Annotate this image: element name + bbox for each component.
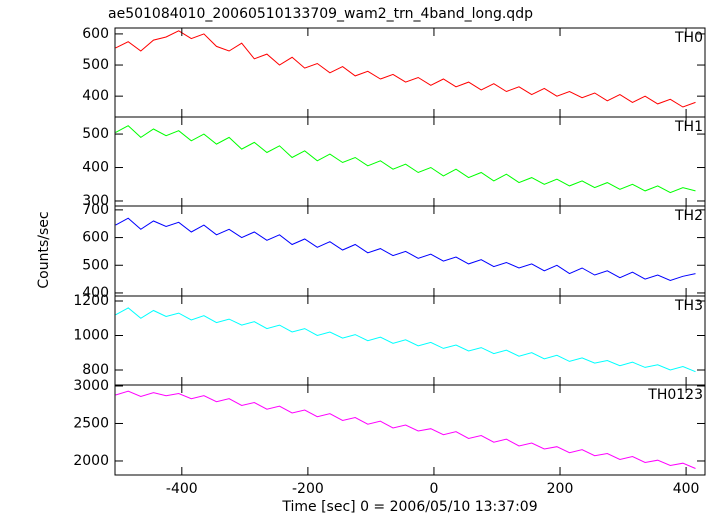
panel-frame bbox=[114, 205, 706, 297]
panel-label: TH1 bbox=[674, 119, 703, 135]
data-line bbox=[115, 30, 696, 108]
y-tick-label: 3000 bbox=[73, 378, 109, 394]
y-tick-label: 700 bbox=[82, 202, 109, 218]
x-tick-label: -400 bbox=[166, 481, 198, 497]
y-tick-label: 600 bbox=[82, 230, 109, 246]
panel-label: TH0123 bbox=[647, 387, 703, 403]
x-axis-label: Time [sec] 0 = 2006/05/10 13:37:09 bbox=[281, 499, 537, 515]
panel-label: TH2 bbox=[674, 208, 703, 224]
panel-frame bbox=[114, 116, 706, 207]
x-tick-label: -200 bbox=[292, 481, 324, 497]
y-tick-label: 400 bbox=[82, 88, 109, 104]
x-tick-label: 0 bbox=[429, 481, 438, 497]
x-tick-label: 200 bbox=[547, 481, 574, 497]
y-tick-label: 400 bbox=[82, 160, 109, 176]
y-tick-label: 500 bbox=[82, 126, 109, 142]
y-tick-label: 400 bbox=[82, 285, 109, 301]
y-tick-label: 2500 bbox=[73, 415, 109, 431]
x-tick-label: 400 bbox=[673, 481, 700, 497]
data-line bbox=[115, 217, 696, 282]
data-line bbox=[115, 390, 696, 469]
data-line bbox=[115, 307, 696, 373]
panel-frame bbox=[114, 27, 706, 118]
chart-title: ae501084010_20060510133709_wam2_trn_4ban… bbox=[108, 6, 533, 22]
y-tick-label: 500 bbox=[82, 257, 109, 273]
y-tick-label: 800 bbox=[82, 362, 109, 378]
y-tick-label: 500 bbox=[82, 57, 109, 73]
data-line bbox=[115, 125, 696, 194]
y-tick-label: 1200 bbox=[73, 293, 109, 309]
panel-frame bbox=[114, 384, 706, 476]
y-tick-label: 600 bbox=[82, 26, 109, 42]
y-tick-label: 1000 bbox=[73, 327, 109, 343]
y-axis-label: Counts/sec bbox=[36, 211, 52, 288]
panel-label: TH0 bbox=[674, 30, 703, 46]
y-tick-label: 300 bbox=[82, 193, 109, 209]
y-tick-label: 2000 bbox=[73, 453, 109, 469]
panel-frame bbox=[114, 295, 706, 386]
panel-label: TH3 bbox=[674, 298, 703, 314]
